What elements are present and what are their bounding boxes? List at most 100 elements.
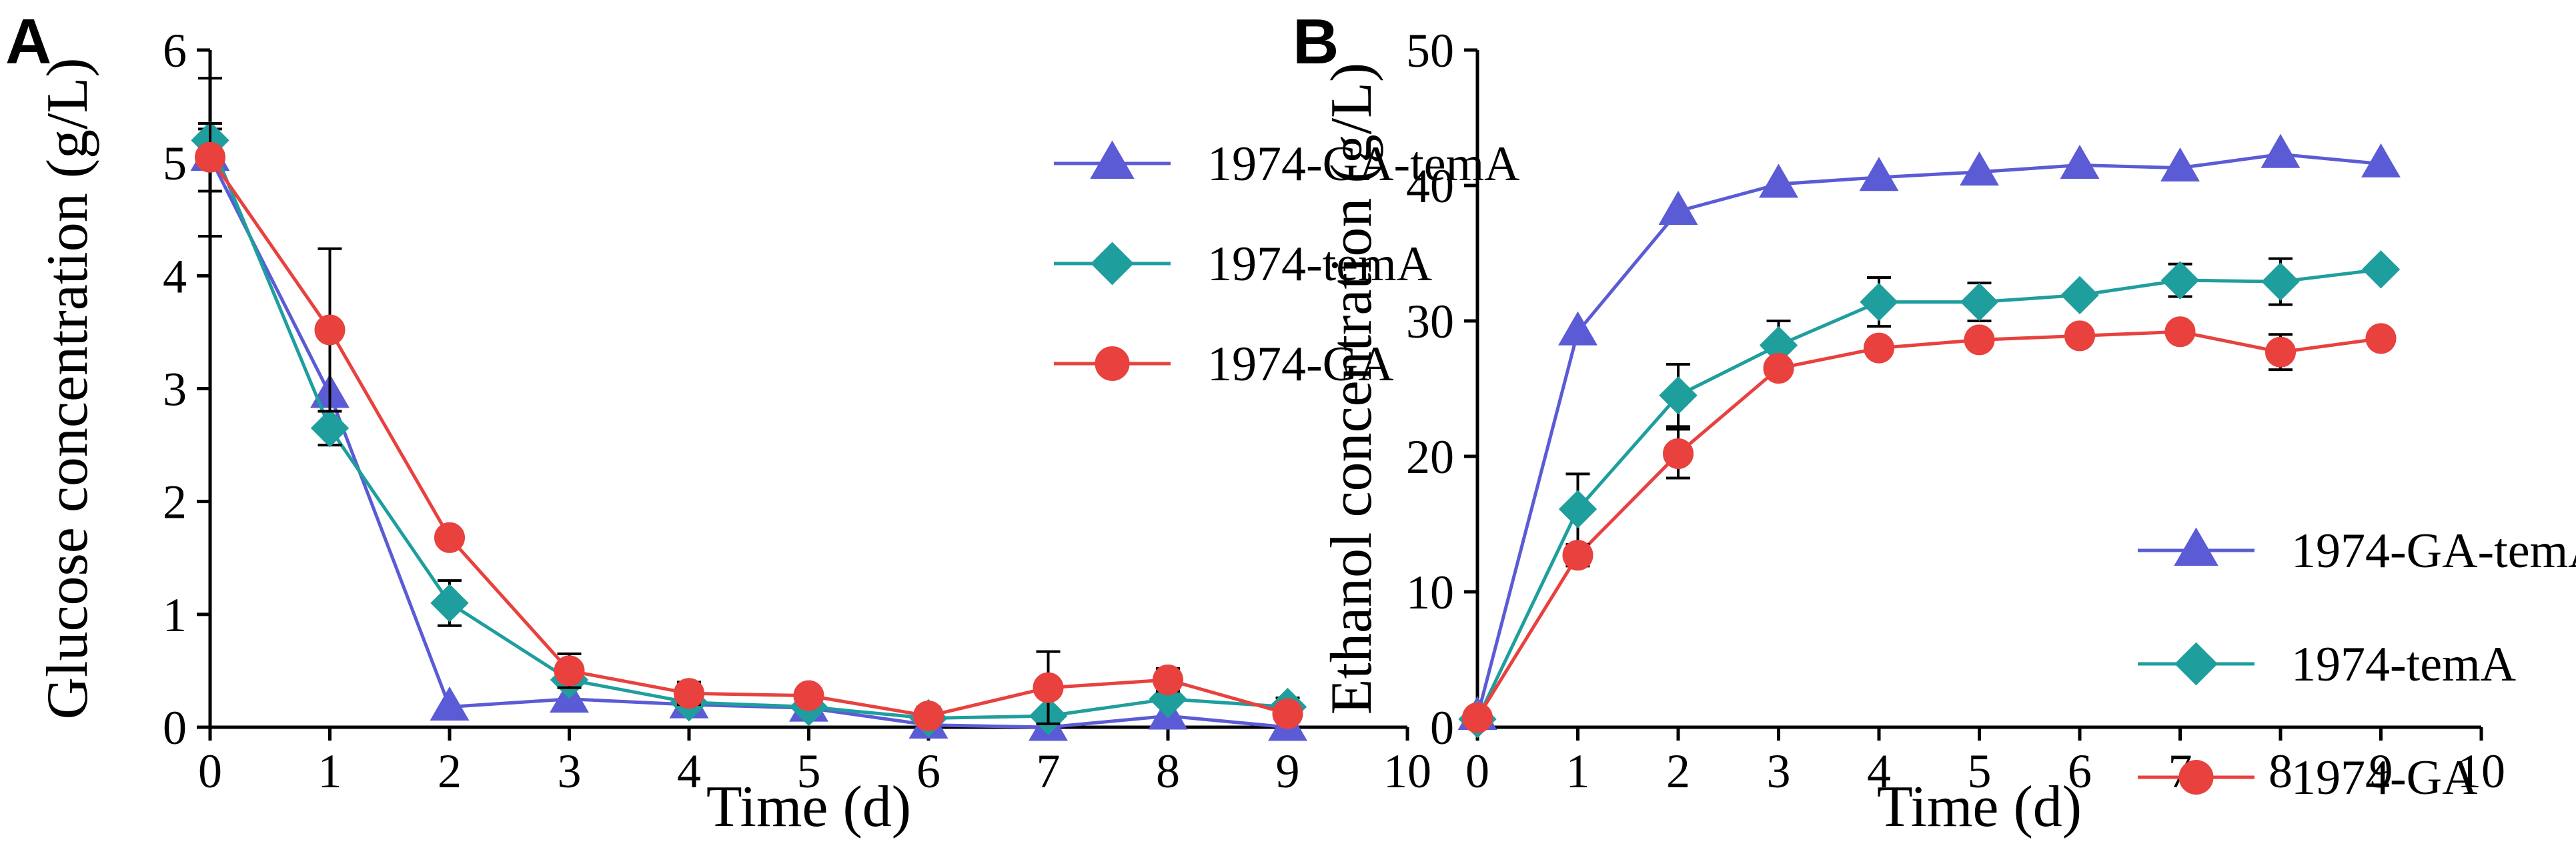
legend-marker (1090, 140, 1135, 179)
y-tick-label: 2 (163, 476, 187, 529)
legend-marker (1095, 346, 1130, 381)
y-axis-title: Glucose concentration (g/L) (35, 57, 100, 719)
x-tick-label: 5 (1968, 745, 1992, 798)
x-tick-label: 2 (1666, 745, 1690, 798)
y-tick-label: 40 (1406, 159, 1454, 213)
y-tick-label: 3 (163, 363, 187, 416)
y-tick-label: 4 (163, 250, 187, 303)
panel-letter: B (1293, 6, 1339, 77)
data-point (314, 314, 346, 346)
legend-label-1974-ga: 1974-GA (2291, 751, 2478, 805)
data-point (1658, 190, 1698, 225)
series-1974-ga-tema (190, 77, 1307, 741)
data-point (793, 680, 824, 711)
data-point (310, 409, 350, 448)
data-point (1558, 490, 1597, 528)
data-point (2064, 320, 2095, 352)
data-point (2265, 336, 2296, 368)
x-tick-label: 6 (916, 745, 940, 798)
data-point (1960, 151, 1999, 186)
y-tick-label: 30 (1406, 295, 1454, 348)
data-point (2060, 276, 2099, 315)
series-1974-ga-tema (1457, 133, 2401, 731)
y-tick-label: 6 (163, 24, 187, 77)
x-tick-label: 1 (1566, 745, 1590, 798)
x-tick-label: 8 (1156, 745, 1180, 798)
data-point (1859, 157, 1899, 191)
data-point (2365, 323, 2397, 354)
series-line (208, 156, 1289, 718)
series-line (1475, 152, 2381, 717)
data-point (554, 655, 585, 687)
y-tick-label: 1 (163, 588, 187, 642)
data-point (2261, 262, 2300, 301)
data-point (1960, 282, 1999, 322)
x-tick-label: 9 (1276, 745, 1300, 798)
legend-label-1974-ga: 1974-GA (1207, 337, 1394, 392)
x-tick-label: 0 (198, 745, 222, 798)
series-line (208, 156, 1288, 729)
data-point (1864, 332, 1894, 364)
data-point (1663, 438, 1694, 469)
series-line (208, 139, 1288, 720)
data-point (913, 701, 944, 732)
y-tick-label: 5 (163, 137, 187, 190)
x-tick-label: 3 (558, 745, 582, 798)
x-axis-title: Time (d) (706, 775, 911, 839)
data-point (2160, 147, 2200, 182)
legend-marker (2174, 642, 2218, 686)
legend: 1974-GA-temA 1974-temA 1974-GA (1054, 137, 1520, 392)
data-point (2060, 144, 2100, 179)
legend-marker (1091, 242, 1134, 286)
data-point (1153, 664, 1183, 695)
x-tick-label: 1 (318, 745, 342, 798)
data-point (1659, 376, 1698, 415)
x-tick-label: 3 (1767, 745, 1791, 798)
y-tick-label: 0 (163, 701, 187, 755)
series-1974-ga (1462, 316, 2397, 733)
data-point (430, 686, 470, 721)
data-point (1562, 540, 1593, 571)
series-line (1475, 268, 2381, 720)
data-point (1558, 311, 1597, 346)
legend: 1974-GA-temA 1974-temA 1974-GA (2138, 524, 2576, 805)
series-1974-tema (1458, 250, 2401, 739)
x-axis-title: Time (d) (1877, 775, 2082, 839)
x-tick-label: 10 (2457, 745, 2505, 798)
legend-label-1974-ga-tema: 1974-GA-temA (2291, 524, 2576, 578)
legend-marker (2178, 760, 2214, 795)
data-point (1860, 282, 1898, 322)
data-point (1033, 672, 1064, 703)
data-point (430, 584, 469, 622)
data-point (2361, 250, 2401, 289)
data-point (2160, 261, 2200, 300)
x-tick-label: 6 (2068, 745, 2092, 798)
data-point (2261, 133, 2301, 168)
data-point (674, 678, 704, 709)
y-tick-label: 50 (1406, 24, 1454, 77)
series-1974-ga (195, 121, 1303, 732)
x-tick-label: 7 (1037, 745, 1061, 798)
data-point (1763, 353, 1794, 384)
data-point (434, 522, 465, 553)
series-1974-tema (191, 121, 1307, 738)
legend-label-1974-tema: 1974-temA (2291, 637, 2516, 692)
y-tick-label: 10 (1406, 566, 1454, 619)
data-point (1272, 698, 1303, 729)
legend-marker (2174, 527, 2218, 566)
data-point (1759, 163, 1798, 198)
x-tick-label: 10 (1383, 745, 1431, 798)
x-tick-label: 9 (2369, 745, 2393, 798)
y-tick-label: 0 (1430, 701, 1454, 755)
panel-b-ethanol-chart: B01234567891001020304050Time (d)Ethanol … (1293, 6, 2576, 839)
data-point (2164, 316, 2196, 348)
legend-label-1974-ga-tema: 1974-GA-temA (1207, 137, 1520, 191)
x-tick-label: 4 (677, 745, 701, 798)
data-point (2361, 143, 2401, 177)
data-point (1964, 324, 1995, 356)
data-point (195, 141, 225, 173)
x-tick-label: 8 (2269, 745, 2293, 798)
x-tick-label: 5 (797, 745, 821, 798)
